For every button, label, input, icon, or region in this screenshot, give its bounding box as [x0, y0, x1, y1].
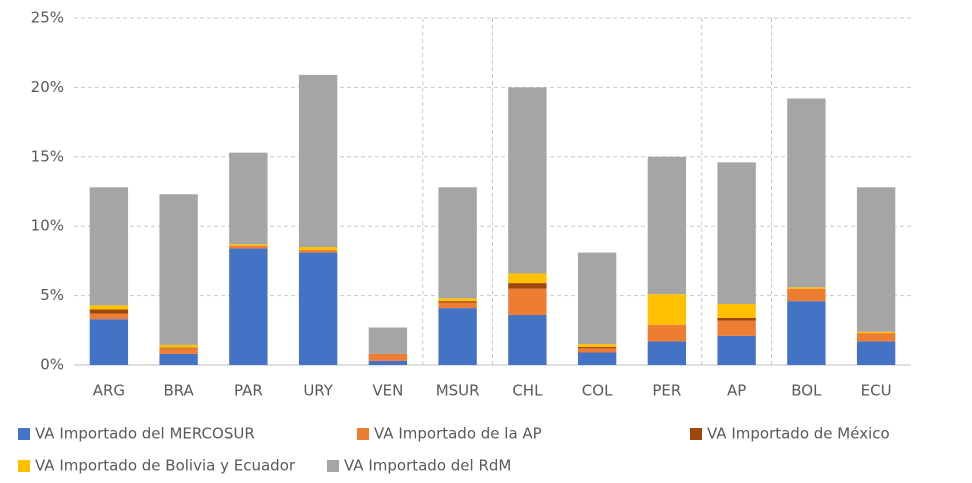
bar-segment: [368, 353, 408, 361]
x-tick-label: BRA: [163, 382, 194, 400]
legend-swatch: [18, 460, 30, 472]
bar-segment: [508, 315, 547, 365]
bar-segment: [508, 283, 547, 289]
legend-swatch: [690, 428, 702, 440]
bar-segment: [508, 87, 547, 274]
bar-segment: [508, 288, 547, 316]
legend-label: VA Importado de Bolivia y Ecuador: [35, 457, 296, 475]
bar-segment: [368, 360, 408, 365]
bar-segment: [159, 194, 198, 345]
x-tick-label: COL: [582, 382, 613, 400]
bar-segment: [438, 298, 477, 302]
bar-segment: [298, 74, 338, 248]
bar-segment: [159, 347, 198, 349]
bar-segment: [647, 341, 687, 365]
bar-segment: [717, 162, 756, 304]
x-tick-label: BOL: [791, 382, 822, 400]
bar-segment: [89, 309, 129, 314]
legend-swatch: [18, 428, 30, 440]
x-tick-label: VEN: [372, 382, 403, 400]
bar-segment: [787, 301, 826, 365]
bar-segment: [577, 352, 617, 365]
bar-segment: [787, 287, 826, 289]
legend-swatch: [327, 460, 339, 472]
bar-segment: [647, 324, 687, 342]
bar-segment: [787, 98, 826, 288]
y-tick-label: 5%: [40, 286, 64, 304]
bar-segment: [438, 187, 477, 299]
bar-segment: [856, 333, 896, 342]
bar-segment: [438, 302, 477, 309]
bar-segment: [577, 252, 617, 345]
bar-segment: [856, 187, 896, 332]
y-tick-label: 20%: [31, 78, 64, 96]
x-tick-label: MSUR: [436, 382, 480, 400]
x-tick-label: ECU: [861, 382, 892, 400]
bar-segment: [229, 244, 268, 246]
bar-segment: [717, 320, 756, 336]
bar-segment: [508, 273, 547, 284]
bar-segment: [298, 249, 338, 253]
bar-segment: [438, 301, 477, 303]
legend-swatch: [357, 428, 369, 440]
bar-segment: [717, 303, 756, 318]
bar-segment: [717, 335, 756, 365]
x-tick-label: CHL: [512, 382, 543, 400]
bar-segment: [368, 327, 408, 354]
y-tick-label: 25%: [31, 9, 64, 27]
bar-segment: [89, 187, 129, 306]
legend-label: VA Importado del RdM: [344, 457, 511, 475]
bar-segment: [647, 294, 687, 325]
y-tick-label: 10%: [31, 217, 64, 235]
bar-segment: [229, 245, 268, 249]
x-tick-label: ARG: [93, 382, 125, 400]
bar-segment: [856, 331, 896, 334]
bar-segment: [717, 317, 756, 321]
bar-segment: [89, 319, 129, 365]
y-tick-label: 0%: [40, 356, 64, 374]
legend-label: VA Importado del MERCOSUR: [35, 425, 255, 443]
bar-segment: [577, 348, 617, 353]
bar-segment: [577, 346, 617, 349]
x-tick-label: AP: [727, 382, 746, 400]
legend-label: VA Importado de la AP: [374, 425, 542, 443]
bar-segment: [229, 152, 268, 245]
bar-segment: [229, 248, 268, 365]
bar-segment: [577, 344, 617, 347]
bar-segment: [159, 353, 198, 365]
x-tick-label: PAR: [234, 382, 263, 400]
bar-segment: [787, 288, 826, 302]
bar-segment: [298, 247, 338, 250]
bar-segment: [647, 156, 687, 295]
x-tick-label: PER: [652, 382, 681, 400]
bar-segment: [89, 313, 129, 320]
bar-segment: [159, 344, 198, 348]
bar-segment: [438, 308, 477, 365]
x-tick-label: URY: [303, 382, 333, 400]
bar-segment: [89, 305, 129, 310]
y-tick-label: 15%: [31, 147, 64, 165]
bar-segment: [159, 348, 198, 354]
bar-segment: [856, 341, 896, 365]
legend-label: VA Importado de México: [707, 425, 890, 443]
bar-segment: [298, 252, 338, 365]
